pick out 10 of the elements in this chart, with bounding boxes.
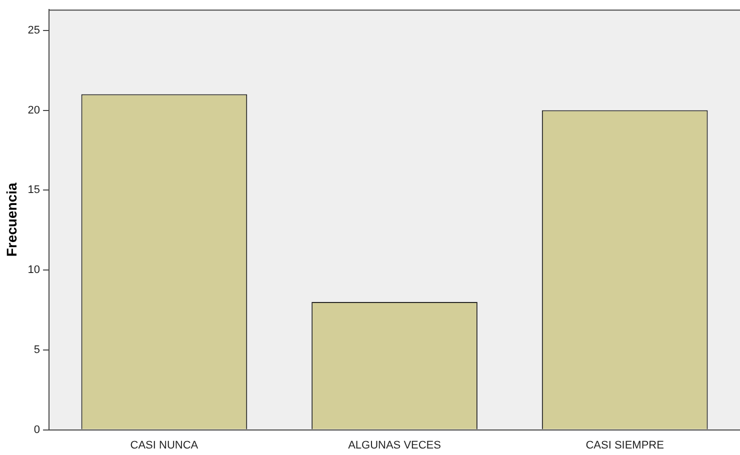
x-tick-label: ALGUNAS VECES xyxy=(348,439,441,452)
y-tick-label: 0 xyxy=(34,424,40,436)
y-tick-label: 20 xyxy=(28,104,40,116)
y-tick-label: 25 xyxy=(28,24,40,36)
y-tick-label: 10 xyxy=(28,264,40,276)
y-axis-title: Frecuencia xyxy=(3,182,20,257)
y-tick-label: 15 xyxy=(28,184,40,196)
y-tick-label: 5 xyxy=(34,344,40,356)
x-tick-label: CASI NUNCA xyxy=(130,439,199,452)
x-tick-label: CASI SIEMPRE xyxy=(586,439,664,452)
